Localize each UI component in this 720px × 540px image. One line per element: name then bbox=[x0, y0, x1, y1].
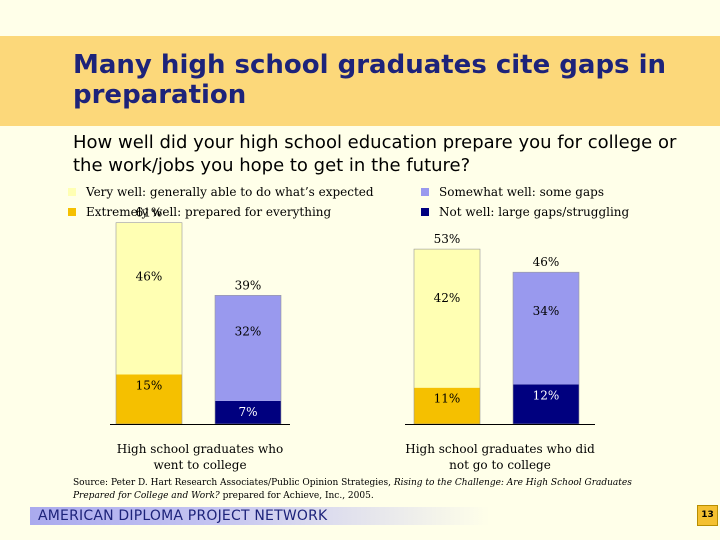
legend-item-not-well: Not well: large gaps/struggling bbox=[421, 202, 629, 222]
legend-label: Extremely well: prepared for everything bbox=[86, 205, 332, 219]
legend-item-somewhat-well: Somewhat well: some gaps bbox=[421, 182, 629, 202]
legend-label: Very well: generally able to do what’s e… bbox=[86, 185, 374, 199]
title-band bbox=[0, 36, 720, 126]
source-note: Source: Peter D. Hart Research Associate… bbox=[73, 477, 633, 503]
segment-value-label: 32% bbox=[235, 324, 262, 338]
bar-total-label: 61% bbox=[136, 206, 163, 220]
legend-swatch bbox=[68, 208, 76, 216]
legend-item-very-well: Very well: generally able to do what’s e… bbox=[68, 182, 374, 202]
segment-value-label: 12% bbox=[533, 388, 560, 402]
legend-item-extremely-well: Extremely well: prepared for everything bbox=[68, 202, 374, 222]
bar-total-label: 46% bbox=[533, 255, 560, 269]
bar-segment-not-well-large-gaps-struggling bbox=[513, 384, 579, 424]
page-number: 13 bbox=[697, 505, 718, 526]
group-label-no-college: High school graduates who did not go to … bbox=[405, 442, 595, 472]
segment-value-label: 34% bbox=[533, 304, 560, 318]
bar-segment-very-well-generally-able-to-do-what-s-expected bbox=[414, 249, 480, 388]
segment-value-label: 46% bbox=[136, 269, 163, 283]
legend-left: Very well: generally able to do what’s e… bbox=[68, 182, 374, 222]
segment-value-label: 11% bbox=[434, 392, 461, 406]
footer-network-name: AMERICAN DIPLOMA PROJECT NETWORK bbox=[38, 508, 328, 524]
source-prefix: Source: Peter D. Hart Research Associate… bbox=[73, 478, 394, 488]
bar-segment-extremely-well-prepared-for-everything bbox=[116, 374, 182, 424]
source-suffix: prepared for Achieve, Inc., 2005. bbox=[219, 491, 374, 501]
bar-segment-somewhat-well-some-gaps bbox=[215, 295, 281, 401]
legend-label: Somewhat well: some gaps bbox=[439, 185, 604, 199]
legend-swatch bbox=[421, 188, 429, 196]
footer-bar bbox=[30, 507, 490, 525]
legend-right: Somewhat well: some gaps Not well: large… bbox=[421, 182, 629, 222]
source-title: Rising to the Challenge: Are High School… bbox=[73, 478, 632, 501]
legend-label: Not well: large gaps/struggling bbox=[439, 205, 630, 219]
bar-segment-very-well-generally-able-to-do-what-s-expected bbox=[116, 222, 182, 375]
segment-value-label: 15% bbox=[136, 379, 163, 393]
bar-total-label: 53% bbox=[434, 232, 461, 246]
bar-total-label: 39% bbox=[235, 278, 262, 292]
group-label-college: High school graduates who went to colleg… bbox=[116, 442, 284, 472]
bar-segment-somewhat-well-some-gaps bbox=[513, 272, 579, 385]
bar-segment-not-well-large-gaps-struggling bbox=[215, 400, 281, 424]
segment-value-label: 7% bbox=[238, 405, 257, 419]
segment-value-label: 42% bbox=[434, 291, 461, 305]
slide-title: Many high school graduates cite gaps in … bbox=[73, 50, 666, 110]
legend-swatch bbox=[421, 208, 429, 216]
legend-swatch bbox=[68, 188, 76, 196]
slide-subtitle: How well did your high school education … bbox=[73, 132, 677, 176]
bar-segment-extremely-well-prepared-for-everything bbox=[414, 387, 480, 424]
